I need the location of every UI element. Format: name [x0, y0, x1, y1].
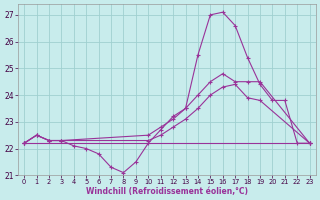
X-axis label: Windchill (Refroidissement éolien,°C): Windchill (Refroidissement éolien,°C) — [86, 187, 248, 196]
